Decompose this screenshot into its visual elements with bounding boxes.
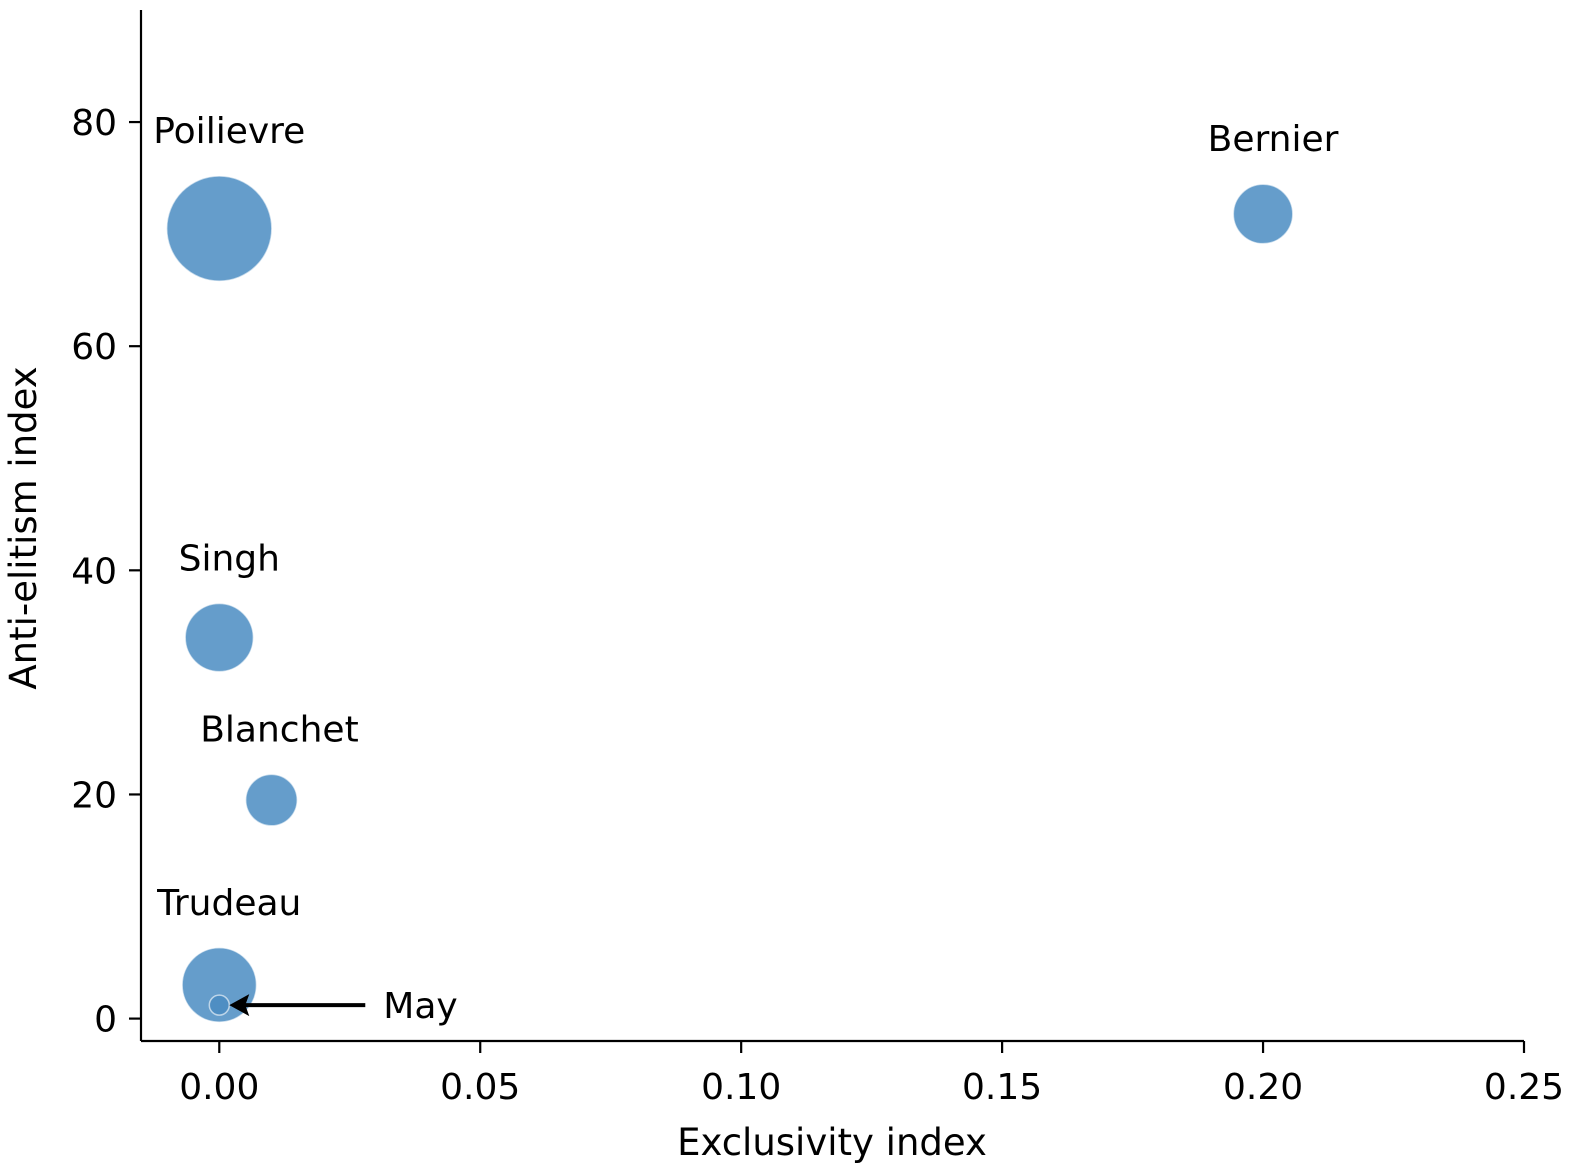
points-layer <box>165 175 1294 1023</box>
point-label-bernier: Bernier <box>1208 119 1339 160</box>
annotation-label-may: May <box>383 986 457 1027</box>
x-tick-label: 0.00 <box>179 1067 259 1108</box>
annotation-arrow-head <box>229 994 250 1017</box>
point-labels-layer: Poilievre Bernier Singh Blanchet Trudeau <box>153 111 1338 924</box>
point-label-poilievre: Poilievre <box>153 111 305 152</box>
annotations: May <box>229 986 458 1027</box>
point-singh <box>184 602 255 673</box>
point-blanchet <box>244 773 298 827</box>
y-tick-label: 80 <box>71 103 117 144</box>
y-tick-label: 20 <box>71 775 117 816</box>
y-tick-label: 60 <box>71 327 117 368</box>
x-axis-title: Exclusivity index <box>677 1121 987 1164</box>
x-tick-label: 0.15 <box>962 1067 1042 1108</box>
y-ticks: 0 20 40 60 80 <box>71 103 141 1041</box>
point-may <box>208 994 231 1016</box>
point-label-singh: Singh <box>179 539 280 580</box>
x-ticks: 0.00 0.05 0.10 0.15 0.20 0.25 <box>179 1041 1564 1108</box>
point-bernier <box>1232 183 1294 245</box>
x-tick-label: 0.10 <box>701 1067 781 1108</box>
x-tick-label: 0.05 <box>440 1067 520 1108</box>
axes-layer <box>139 10 1524 1043</box>
point-label-trudeau: Trudeau <box>156 883 301 924</box>
x-tick-label: 0.25 <box>1484 1067 1564 1108</box>
y-axis-title: Anti-elitism index <box>2 366 45 689</box>
point-label-blanchet: Blanchet <box>200 709 358 750</box>
y-tick-label: 0 <box>94 1000 117 1041</box>
y-tick-label: 40 <box>71 551 117 592</box>
point-poilievre <box>165 175 273 282</box>
x-tick-label: 0.20 <box>1223 1067 1303 1108</box>
